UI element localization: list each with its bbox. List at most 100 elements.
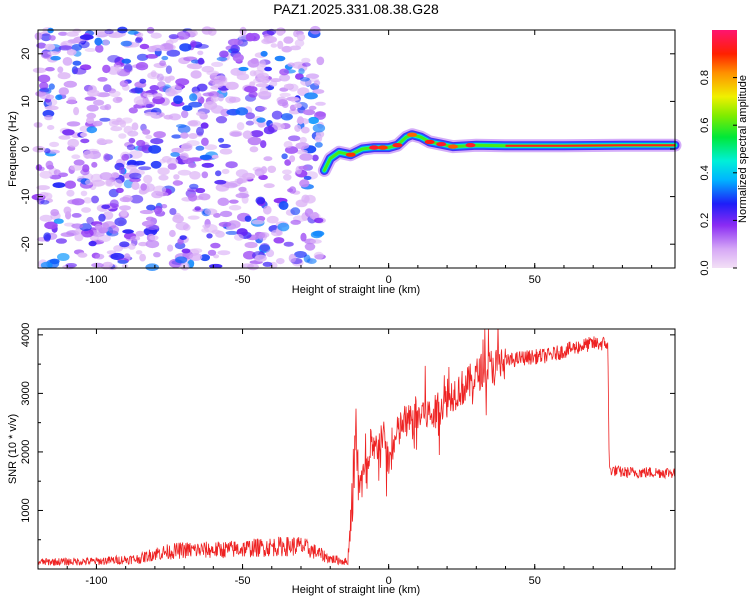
noise-blob xyxy=(105,179,113,186)
noise-blob xyxy=(113,179,123,188)
noise-blob xyxy=(139,78,147,84)
noise-blob xyxy=(260,50,268,57)
noise-blob xyxy=(123,125,133,134)
noise-blob xyxy=(96,138,107,145)
noise-blob xyxy=(168,34,179,40)
noise-blob xyxy=(294,39,305,47)
noise-blob xyxy=(249,146,259,153)
noise-blob xyxy=(278,201,289,210)
noise-blob xyxy=(180,132,189,139)
noise-blob xyxy=(121,58,132,64)
noise-blob xyxy=(97,77,108,82)
x-tick-label: 50 xyxy=(529,274,541,286)
noise-blob xyxy=(247,59,260,68)
noise-blob xyxy=(174,242,186,250)
noise-blob xyxy=(221,168,230,175)
noise-blob xyxy=(168,113,181,121)
noise-blob xyxy=(309,239,322,244)
noise-blob xyxy=(206,233,213,239)
noise-blob xyxy=(203,101,218,110)
noise-blob xyxy=(165,65,172,74)
noise-blob xyxy=(283,174,292,181)
noise-blob xyxy=(80,138,90,144)
noise-blob xyxy=(142,129,151,135)
noise-blob xyxy=(228,199,239,204)
noise-blob xyxy=(84,48,97,52)
noise-blob xyxy=(102,39,110,46)
noise-blob xyxy=(260,166,268,174)
y-tick-label: 1000 xyxy=(20,498,32,522)
noise-blob xyxy=(57,253,70,261)
colorbar-gradient xyxy=(712,30,737,268)
noise-blob xyxy=(262,261,273,267)
noise-blob xyxy=(218,143,231,149)
spectral-hotspot xyxy=(424,139,435,145)
spectral-hotspot xyxy=(465,143,476,148)
noise-blob xyxy=(47,51,60,56)
noise-blob xyxy=(145,134,153,140)
noise-blob xyxy=(277,99,289,107)
noise-blob xyxy=(110,126,123,132)
noise-blob xyxy=(171,134,182,139)
noise-blob xyxy=(219,148,233,155)
noise-blob xyxy=(243,250,256,260)
noise-blob xyxy=(204,208,218,215)
noise-blob xyxy=(55,94,63,101)
noise-blob xyxy=(93,29,106,36)
noise-blob xyxy=(298,165,308,170)
noise-blob xyxy=(315,101,326,106)
noise-blob xyxy=(36,42,47,49)
colorbar: 0.0 0.2 0.4 0.6 0.8 Normalized spectral ampl… xyxy=(699,30,749,276)
noise-blob xyxy=(294,124,301,132)
noise-blob xyxy=(73,159,85,166)
noise-blob xyxy=(267,165,277,173)
figure-title: PAZ1.2025.331.08.38.G28 xyxy=(273,1,439,17)
noise-blob xyxy=(83,197,92,204)
noise-blob xyxy=(80,190,88,197)
noise-blob xyxy=(264,66,272,72)
noise-blob xyxy=(63,206,72,215)
x-tick-label: 50 xyxy=(529,575,541,587)
y-tick-label: 2000 xyxy=(20,440,32,464)
noise-blob xyxy=(258,232,268,241)
noise-blob xyxy=(238,186,247,192)
noise-blob xyxy=(242,172,256,180)
noise-blob xyxy=(247,136,262,146)
noise-blob xyxy=(148,145,162,154)
noise-blob xyxy=(80,132,88,137)
noise-blob xyxy=(235,107,249,116)
noise-blob xyxy=(40,200,50,205)
spectral-hotspot xyxy=(377,145,388,150)
noise-blob xyxy=(52,182,66,189)
noise-blob xyxy=(197,50,204,56)
noise-blob xyxy=(211,154,219,159)
noise-blob xyxy=(88,240,97,247)
noise-blob xyxy=(194,206,201,211)
noise-blob xyxy=(143,174,153,184)
noise-blob xyxy=(263,156,273,162)
noise-blob xyxy=(312,89,325,94)
noise-blob xyxy=(220,210,233,218)
noise-blob xyxy=(195,187,206,194)
noise-blob xyxy=(139,43,150,50)
noise-blob xyxy=(181,142,193,152)
noise-blob xyxy=(176,124,187,128)
noise-blob xyxy=(299,179,310,188)
noise-blob xyxy=(202,224,210,229)
noise-blob xyxy=(66,49,77,56)
noise-blob xyxy=(302,109,316,116)
noise-blob xyxy=(164,76,172,84)
spectrogram-heatmap xyxy=(31,25,682,272)
noise-blob xyxy=(276,258,285,265)
noise-blob xyxy=(67,138,79,148)
noise-blob xyxy=(136,53,149,61)
noise-blob xyxy=(283,241,294,247)
noise-blob xyxy=(179,152,189,160)
noise-blob xyxy=(149,85,160,91)
noise-blob xyxy=(126,164,137,170)
noise-blob xyxy=(181,110,189,119)
noise-blob xyxy=(181,248,191,254)
noise-blob xyxy=(198,193,211,201)
snr-y-axis-label: SNR (10 * v/v) xyxy=(7,414,19,484)
